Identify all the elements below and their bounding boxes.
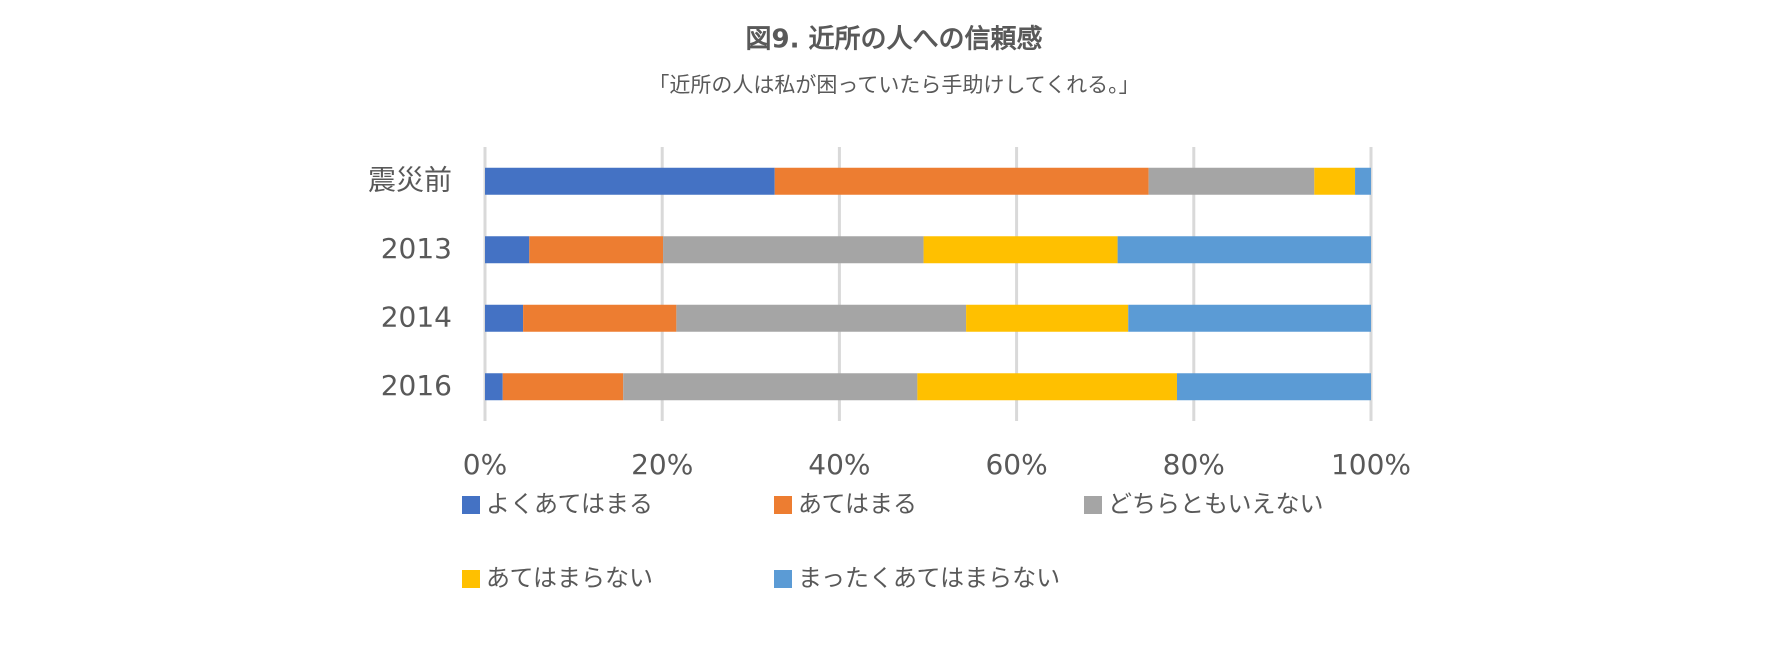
bar-segment — [485, 236, 530, 264]
chart-title: 図9. 近所の人への信頼感 — [745, 25, 1042, 55]
legend-label: まったくあてはまらない — [798, 564, 1060, 592]
y-tick-label: 震災前 — [368, 163, 452, 196]
bar-segment — [774, 167, 1149, 195]
legend-swatch — [462, 570, 480, 588]
y-tick-label: 2014 — [381, 300, 452, 333]
x-tick-label: 60% — [985, 448, 1047, 481]
bar-segment — [1148, 167, 1315, 195]
bar-segment — [1128, 304, 1371, 332]
bar-segment — [529, 236, 664, 264]
bar-segment — [623, 373, 918, 401]
legend-swatch — [774, 570, 792, 588]
legend-swatch — [1084, 496, 1102, 514]
y-tick-label: 2013 — [381, 232, 452, 265]
x-tick-label: 20% — [631, 448, 693, 481]
legend-label: どちらともいえない — [1108, 490, 1324, 518]
bar-segment — [663, 236, 924, 264]
x-tick-label: 40% — [808, 448, 870, 481]
bar-segment — [1117, 236, 1371, 264]
x-tick-label: 0% — [463, 448, 507, 481]
y-tick-label: 2016 — [381, 369, 452, 402]
bar-segment — [523, 304, 677, 332]
x-tick-label: 100% — [1331, 448, 1411, 481]
bar-segment — [966, 304, 1129, 332]
bar-segment — [1314, 167, 1356, 195]
legend-swatch — [774, 496, 792, 514]
legend-label: よくあてはまる — [486, 490, 653, 518]
bar-segment — [485, 167, 775, 195]
legend-label: あてはまる — [798, 490, 917, 518]
bar-segment — [917, 373, 1177, 401]
chart-subtitle: 「近所の人は私が困っていたら手助けしてくれる。」 — [648, 73, 1139, 97]
bar-segment — [485, 373, 503, 401]
bar-segment — [1355, 167, 1371, 195]
x-tick-label: 80% — [1163, 448, 1225, 481]
bar-segment — [923, 236, 1118, 264]
bar-segment — [676, 304, 967, 332]
bar-segment — [502, 373, 624, 401]
bar-segment — [485, 304, 524, 332]
legend-label: あてはまらない — [486, 564, 653, 592]
legend-swatch — [462, 496, 480, 514]
bar-segment — [1176, 373, 1371, 401]
